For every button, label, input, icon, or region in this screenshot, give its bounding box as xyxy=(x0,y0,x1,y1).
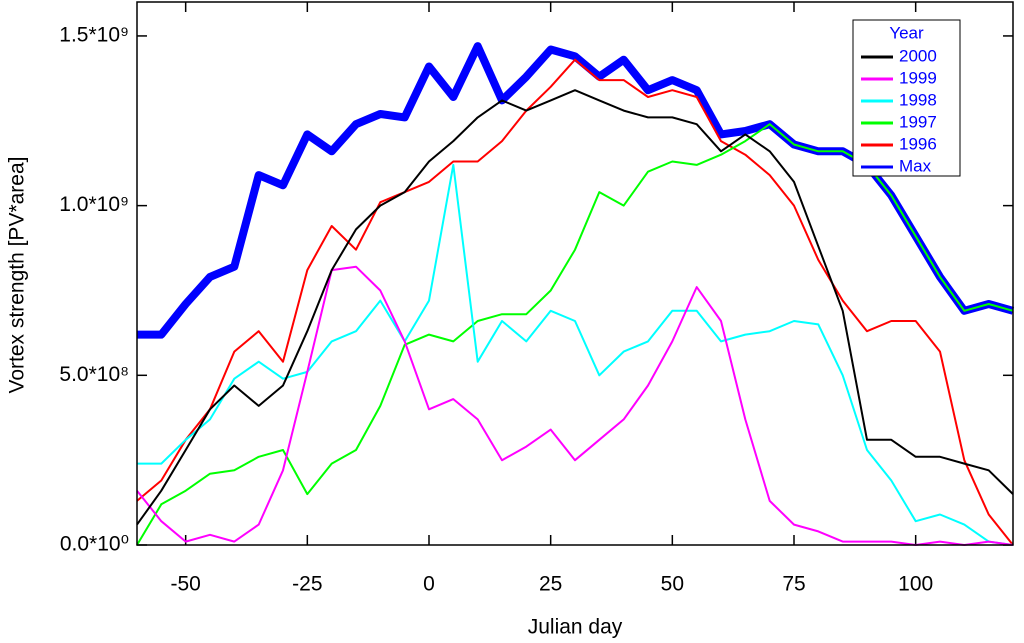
series-line xyxy=(136,58,1014,546)
legend-box xyxy=(852,19,961,177)
x-tick-label: 50 xyxy=(661,573,684,596)
y-axis-label: Vortex strength [PV*area] xyxy=(6,157,29,394)
y-tick-label: 1.0*10⁹ xyxy=(59,193,129,216)
y-tick-label: 1.5*10⁹ xyxy=(59,23,129,46)
x-tick-label: -25 xyxy=(292,573,322,596)
legend: Year 2000 1999 1998 1997 1996 Max xyxy=(852,19,961,177)
series-line xyxy=(136,265,1014,546)
series-line xyxy=(136,89,1014,526)
x-axis-label: Julian day xyxy=(528,616,623,639)
y-tick-label: 0.0*10⁰ xyxy=(60,533,129,556)
y-tick-label: 5.0*10⁸ xyxy=(59,363,129,386)
legend-label: 1998 xyxy=(899,90,937,109)
legend-label: 1996 xyxy=(899,134,937,153)
x-tick-label: -50 xyxy=(170,573,200,596)
series-line xyxy=(137,163,1014,546)
legend-label: 1997 xyxy=(899,112,937,131)
x-tick-label: 25 xyxy=(539,573,562,596)
x-tick-label: 100 xyxy=(898,573,933,596)
x-tick-label: 0 xyxy=(423,573,435,596)
legend-label: Max xyxy=(899,156,932,175)
plot-frame xyxy=(136,1,1014,546)
legend-label: 1999 xyxy=(899,68,937,87)
legend-label: 2000 xyxy=(899,46,937,65)
legend-title: Year xyxy=(889,23,924,42)
x-tick-label: 75 xyxy=(782,573,805,596)
